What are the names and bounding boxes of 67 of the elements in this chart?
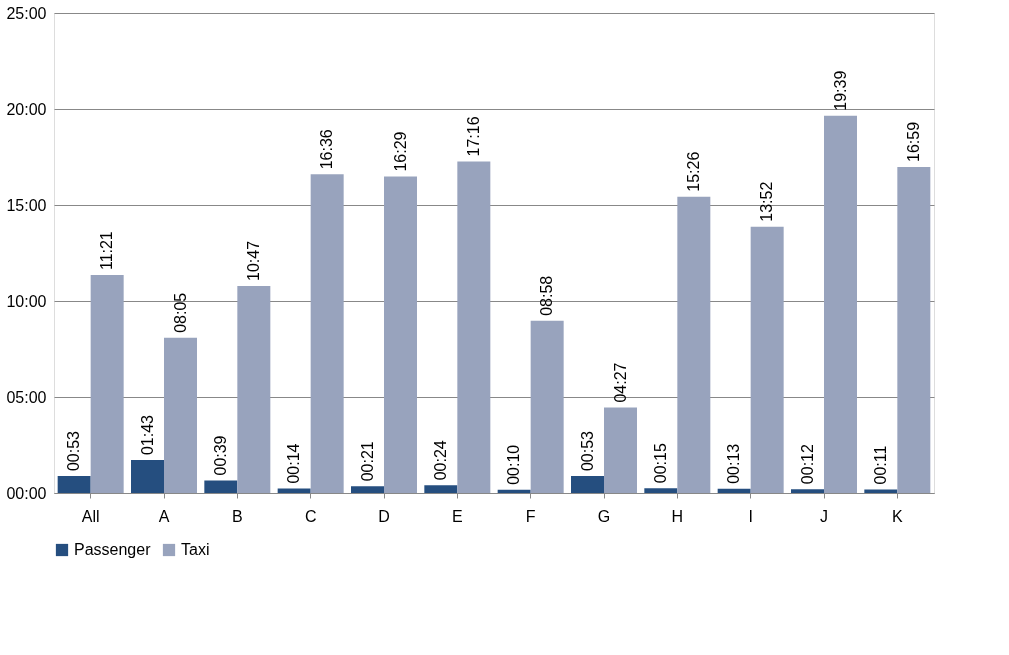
bar	[384, 176, 417, 493]
x-tick-label: All	[81, 507, 100, 525]
data-label: 17:16	[464, 116, 482, 157]
x-tick-label: A	[158, 507, 170, 525]
data-label: 00:13	[725, 443, 743, 484]
data-label: 08:05	[171, 292, 189, 333]
bar	[164, 337, 197, 493]
data-label: 00:12	[798, 444, 816, 485]
bar	[237, 285, 271, 493]
data-label: 19:39	[831, 70, 849, 111]
legend-label: Passenger	[74, 541, 152, 558]
bar	[424, 485, 458, 493]
y-tick-label: 25:00	[6, 4, 47, 22]
bar	[457, 161, 491, 493]
x-tick-label: B	[232, 507, 243, 525]
bar	[131, 460, 164, 493]
x-tick-label: D	[378, 507, 390, 525]
data-label: 04:27	[611, 362, 629, 403]
bar	[57, 476, 91, 493]
bar	[644, 488, 678, 493]
data-label: 08:58	[538, 275, 556, 316]
bar	[791, 489, 824, 493]
x-tick-label: F	[525, 507, 536, 525]
bar	[571, 476, 604, 493]
data-label: 00:11	[871, 445, 889, 485]
data-label: 00:53	[65, 430, 83, 472]
x-tick-label: C	[304, 507, 317, 525]
bar	[351, 486, 384, 493]
y-tick-label: 15:00	[6, 196, 47, 214]
data-label: 10:47	[244, 240, 262, 281]
data-label: 00:14	[285, 443, 303, 484]
bar	[604, 407, 637, 493]
bar	[864, 489, 898, 493]
x-tick-label: I	[748, 507, 753, 525]
bar	[530, 320, 564, 493]
x-tick-label: E	[452, 507, 463, 525]
data-label: 11:21	[98, 231, 116, 271]
bar	[204, 480, 238, 493]
y-tick-label: 20:00	[6, 100, 47, 118]
legend-label: Taxi	[181, 541, 210, 558]
bar	[750, 226, 784, 493]
bar	[717, 488, 751, 493]
data-label: 16:29	[391, 131, 409, 172]
bar	[677, 196, 711, 493]
data-label: 00:10	[505, 444, 523, 485]
data-label: 15:26	[684, 151, 702, 192]
data-label: 00:53	[578, 430, 596, 472]
x-tick-label: J	[820, 507, 828, 525]
bar	[497, 489, 531, 493]
y-tick-label: 00:00	[6, 484, 47, 502]
bar	[90, 275, 124, 493]
data-label: 00:39	[211, 435, 229, 476]
data-label: 00:24	[431, 440, 449, 481]
data-label: 01:43	[138, 414, 156, 456]
data-label: 13:52	[758, 181, 776, 222]
bar	[897, 166, 931, 493]
bar	[824, 115, 857, 493]
x-tick-label: K	[892, 507, 903, 525]
y-tick-label: 10:00	[6, 292, 47, 310]
x-tick-label: H	[671, 507, 684, 525]
data-label: 16:36	[318, 129, 336, 170]
data-label: 00:21	[358, 441, 376, 482]
y-tick-label: 05:00	[6, 388, 47, 406]
data-label: 16:59	[904, 121, 922, 162]
bar	[310, 174, 344, 493]
x-tick-label: G	[597, 507, 611, 525]
data-label: 00:15	[651, 443, 669, 484]
